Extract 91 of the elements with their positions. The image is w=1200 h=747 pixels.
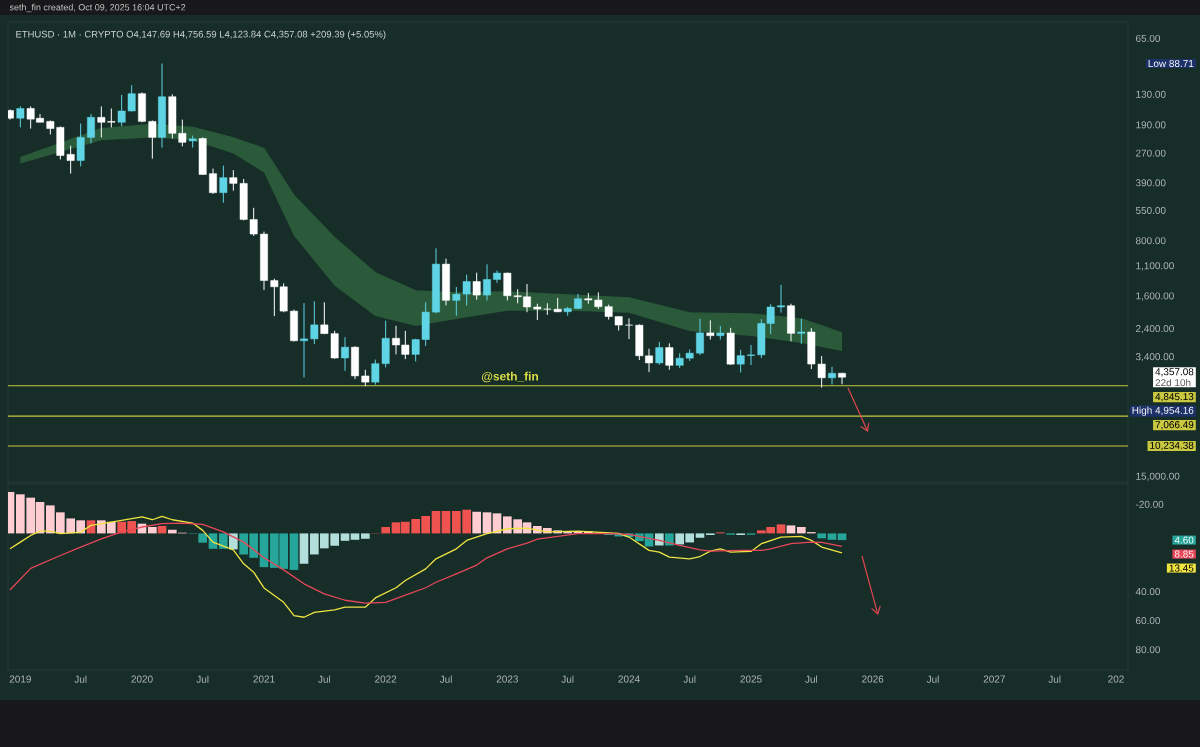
bar bbox=[361, 533, 370, 539]
y-tick-label: 2,400.00 bbox=[1136, 325, 1174, 334]
text: 4,357.08 bbox=[1155, 368, 1194, 377]
candlestick bbox=[472, 272, 481, 301]
bar bbox=[655, 533, 664, 546]
bar bbox=[431, 511, 441, 534]
candlestick bbox=[736, 349, 745, 373]
x-tick-label: Jul bbox=[926, 675, 939, 683]
y-tick-label: 15,000.00 bbox=[1136, 472, 1180, 481]
candlestick bbox=[219, 165, 228, 204]
line-series bbox=[9, 515, 843, 618]
text: High 4,954.16 bbox=[1132, 406, 1194, 416]
bar bbox=[299, 533, 309, 564]
candlestick bbox=[625, 317, 633, 340]
candlestick bbox=[696, 318, 704, 356]
candlestick bbox=[777, 284, 785, 314]
bar bbox=[8, 491, 15, 534]
ref-line-label: 10,234.38 bbox=[1150, 441, 1194, 451]
x-tick-label: 202 bbox=[1108, 675, 1124, 683]
x-tick-label: 2025 bbox=[740, 675, 762, 683]
x-tick-label: Jul bbox=[1048, 675, 1061, 683]
bar bbox=[827, 533, 837, 540]
candlestick bbox=[341, 336, 349, 372]
candlestick bbox=[300, 302, 308, 378]
text: 8.85 bbox=[1174, 550, 1194, 558]
x-tick-label: 2027 bbox=[983, 675, 1005, 683]
bar bbox=[472, 511, 481, 534]
candlestick bbox=[747, 344, 755, 366]
x-tick-label: Jul bbox=[196, 675, 209, 683]
y-tick-label: 190.00 bbox=[1136, 121, 1166, 129]
bar bbox=[817, 533, 826, 539]
text: seth_fin created, Oct 09, 2025 16:04 UTC+2 bbox=[9, 3, 186, 13]
x-tick-label: 2022 bbox=[375, 675, 397, 683]
bar bbox=[776, 524, 786, 534]
x-tick-label: Jul bbox=[683, 675, 696, 683]
y-tick-label: 3,400.00 bbox=[1135, 353, 1174, 362]
y-tick-label: -20.00 bbox=[1135, 500, 1164, 508]
y-tick-label: 550.00 bbox=[1135, 206, 1166, 215]
bar bbox=[340, 533, 350, 541]
candlestick bbox=[797, 318, 806, 345]
text: Low 88.71 bbox=[1148, 59, 1194, 67]
bar bbox=[381, 527, 390, 534]
y-tick-label: 130.00 bbox=[1136, 90, 1166, 98]
y-tick-label: 270.00 bbox=[1136, 149, 1166, 157]
bar bbox=[289, 533, 299, 570]
ref-line-label: 4,845.13 bbox=[1155, 393, 1194, 402]
x-tick-label: Jul bbox=[439, 675, 452, 683]
y-tick-label: 800.00 bbox=[1135, 237, 1166, 245]
bar bbox=[695, 533, 705, 538]
line-series bbox=[9, 522, 843, 604]
x-tick-label: 2026 bbox=[862, 675, 884, 683]
y-tick-label: 390.00 bbox=[1135, 179, 1166, 187]
candlestick bbox=[665, 342, 674, 371]
candlestick bbox=[838, 372, 846, 385]
annotation: @seth_fin bbox=[481, 371, 539, 383]
candlestick bbox=[209, 168, 217, 195]
x-tick-label: 2023 bbox=[496, 675, 518, 683]
text: ETHUSD · 1M · CRYPTO O4,147.69 H4,756.59 L4,123.84 C4,357.08 +209.39 (+5.05%) bbox=[16, 30, 386, 40]
y-tick-label: 40.00 bbox=[1135, 588, 1161, 596]
bar bbox=[441, 511, 451, 534]
text: 4.60 bbox=[1174, 536, 1194, 544]
candlestick bbox=[706, 319, 715, 341]
text: 13.45 bbox=[1169, 564, 1194, 572]
x-tick-label: Jul bbox=[805, 675, 818, 683]
x-tick-label: 2021 bbox=[253, 675, 275, 683]
x-tick-label: Jul bbox=[318, 675, 331, 683]
bar bbox=[350, 533, 360, 540]
bar bbox=[837, 533, 847, 541]
y-tick-label: 1,600.00 bbox=[1136, 292, 1174, 301]
x-tick-label: 2020 bbox=[131, 675, 153, 683]
y-tick-label: 65.00 bbox=[1136, 34, 1161, 42]
x-tick-label: 2024 bbox=[618, 675, 640, 683]
x-tick-label: 2019 bbox=[9, 675, 31, 683]
y-tick-label: 60.00 bbox=[1136, 617, 1161, 625]
bar bbox=[482, 512, 492, 534]
x-tick-label: Jul bbox=[74, 675, 87, 683]
candlestick bbox=[87, 113, 95, 144]
candlestick bbox=[148, 120, 157, 160]
y-tick-label: 1,100.00 bbox=[1136, 262, 1174, 271]
candlestick bbox=[483, 263, 491, 301]
bar bbox=[148, 527, 157, 534]
x-tick-label: Jul bbox=[561, 675, 574, 683]
ref-line-label: 7,066.49 bbox=[1155, 421, 1194, 430]
bar bbox=[786, 525, 796, 534]
candlestick bbox=[310, 300, 319, 345]
text: 22d 10h bbox=[1155, 378, 1191, 387]
candlestick bbox=[16, 105, 25, 128]
candlestick bbox=[828, 366, 836, 386]
y-tick-label: 80.00 bbox=[1135, 646, 1161, 654]
candlestick bbox=[76, 123, 85, 167]
candlestick bbox=[655, 341, 664, 366]
